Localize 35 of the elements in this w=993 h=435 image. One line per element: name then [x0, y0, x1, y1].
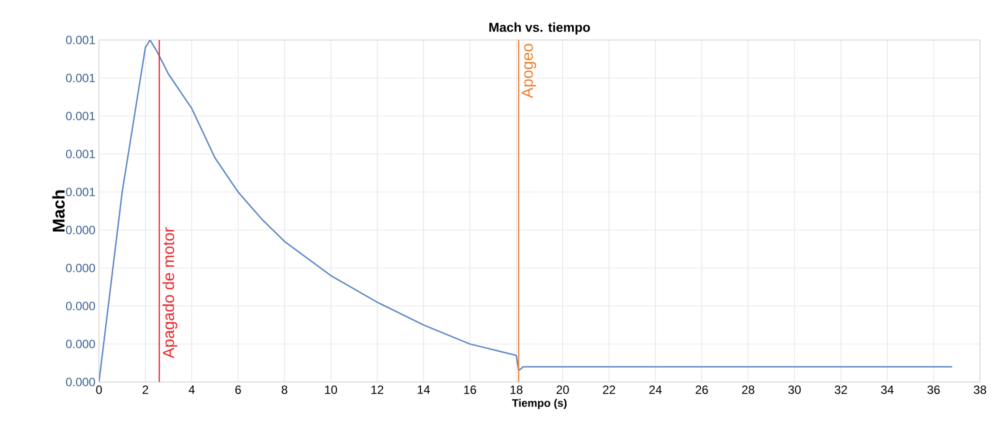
- y-tick-label: 0.000: [66, 378, 96, 386]
- y-tick-label: 0.001: [66, 150, 95, 158]
- ref-line-label: Apogeo: [522, 44, 536, 98]
- y-tick-label: 0.001: [66, 36, 95, 44]
- x-tick-label: 36: [927, 386, 940, 394]
- x-tick-label: 30: [788, 386, 801, 394]
- x-tick-label: 12: [371, 386, 384, 394]
- x-tick-label: 18: [510, 386, 522, 394]
- x-tick-label: 26: [696, 386, 708, 394]
- x-tick-label: 10: [325, 386, 338, 394]
- y-tick-label: 0.001: [66, 112, 95, 120]
- x-axis-title: Tiempo (s): [512, 398, 567, 410]
- ref-line-label: Apagado de motor: [162, 227, 178, 358]
- x-tick-label: 34: [881, 386, 894, 394]
- x-tick-label: 0: [96, 386, 102, 394]
- x-tick-label: 22: [603, 386, 616, 394]
- chart-title: Mach vs. tiempo: [489, 22, 590, 34]
- y-tick-label: 0.000: [66, 302, 96, 310]
- x-tick-label: 14: [418, 386, 430, 394]
- y-tick-label: 0.001: [66, 74, 95, 82]
- y-tick-label: 0.000: [66, 264, 96, 272]
- y-axis-title: Mach: [52, 190, 65, 232]
- y-tick-label: 0.000: [66, 340, 96, 348]
- x-tick-label: 24: [649, 386, 662, 394]
- x-tick-label: 4: [188, 386, 195, 394]
- x-tick-label: 38: [974, 386, 986, 394]
- x-tick-label: 20: [556, 386, 569, 394]
- x-tick-label: 2: [142, 386, 148, 394]
- x-tick-label: 32: [834, 386, 847, 394]
- y-tick-label: 0.001: [66, 188, 95, 196]
- x-tick-label: 16: [464, 386, 476, 394]
- x-tick-label: 28: [742, 386, 754, 394]
- y-tick-label: 0.000: [66, 226, 96, 234]
- x-tick-label: 6: [235, 386, 241, 394]
- x-tick-label: 8: [282, 386, 288, 394]
